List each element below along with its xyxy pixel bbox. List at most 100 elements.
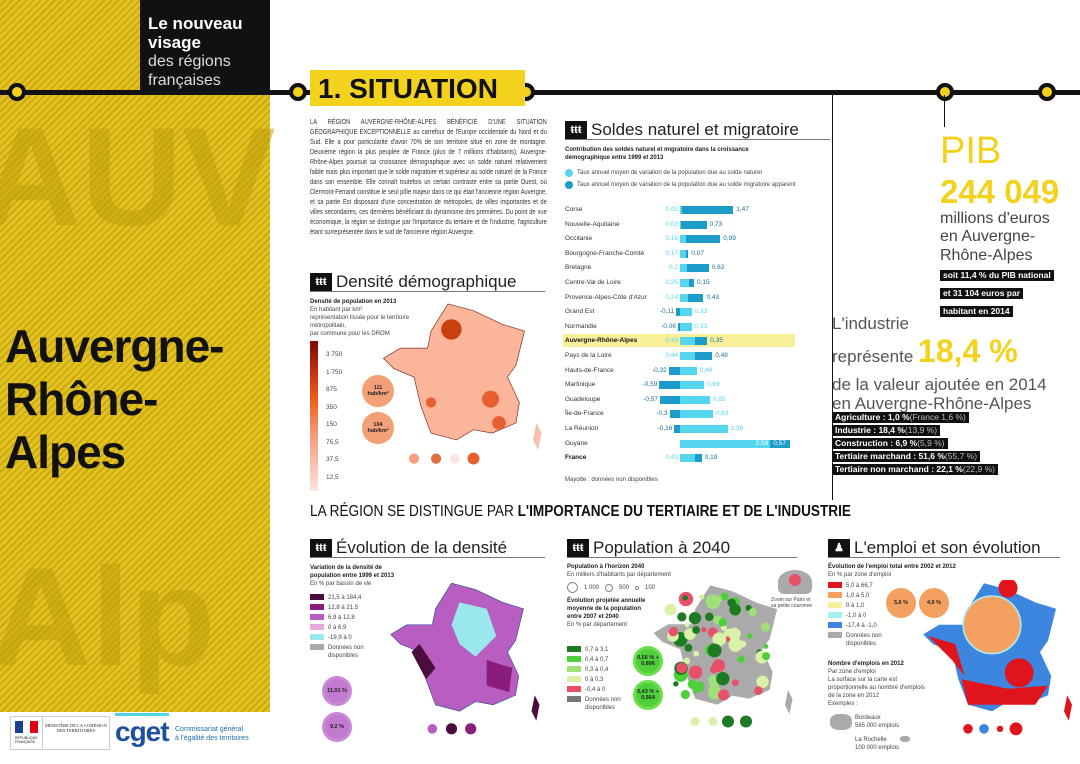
pib-note: habitant en 2014	[940, 306, 1013, 317]
bar-natural	[680, 439, 771, 448]
legend-label: 5,0 à 66,7	[846, 583, 873, 589]
poster-title: Le nouveau visage des régions françaises	[140, 0, 270, 92]
caption-unit: En % par bassin de vie	[310, 581, 372, 587]
department-circle	[729, 603, 742, 616]
sector-label: Tertiaire marchand : 51,6 %	[835, 451, 945, 461]
france-density-badge: 104 hab/km²	[362, 412, 394, 444]
size-legend: 1 000 500 100	[567, 582, 677, 593]
pib-block: PIB 244 049 millions d'euros en Auvergne…	[940, 130, 1059, 319]
legend-label: Taux annuel moyen de variation de la pop…	[577, 181, 796, 188]
legend-label: 1,0 à 5,0	[846, 593, 870, 599]
sector-list: Agriculture : 1,0 % (France 1,6 %) Indust…	[832, 412, 998, 477]
value-label-natural: 0,48	[699, 366, 713, 374]
marianne-logo: RÉPUBLIQUE FRANÇAISE	[11, 717, 42, 749]
density-caption: Densité de population en 2013 En habitan…	[310, 298, 440, 338]
population-map	[652, 584, 793, 728]
title-line: Le nouveau	[148, 14, 243, 33]
pib-unit: Rhône-Alpes	[940, 247, 1033, 264]
paris-zoom-inset	[778, 570, 812, 594]
sector-label: Agriculture : 1,0 %	[835, 412, 910, 422]
value-label-natural: 0,33	[694, 322, 708, 330]
value-label-natural: 0,33	[694, 308, 708, 316]
section-heading: Soldes naturel et migratoire	[591, 119, 799, 139]
government-logo: RÉPUBLIQUE FRANÇAISE MINISTÈRE DE LA COH…	[10, 716, 110, 750]
department-circle	[763, 644, 769, 649]
legend-label: Données non disponibles	[585, 697, 621, 711]
caption-note: Exemples :	[828, 701, 858, 707]
sector-france: (France 1,6 %)	[909, 412, 966, 422]
caption-unit: Par zone d'emploi	[828, 669, 876, 675]
caption-unit: En habitant par km²	[310, 307, 363, 313]
bar-migratory	[659, 381, 680, 390]
sector-item: Agriculture : 1,0 % (France 1,6 %)	[832, 412, 969, 423]
industry-text: représente	[832, 347, 914, 366]
people-icon: ŧŧŧ	[565, 120, 587, 139]
value-label-natural: 2,58	[755, 439, 769, 447]
category-label: Guyane	[565, 439, 588, 447]
legend-swatch	[828, 592, 842, 598]
bar-natural	[680, 235, 686, 244]
value-label-natural: 0,17	[665, 249, 678, 257]
section-heading-2: LA RÉGION SE DISTINGUE PAR L'IMPORTANCE …	[310, 502, 851, 521]
pib-unit: millions d'euros	[940, 210, 1050, 227]
timeline-dot	[936, 83, 954, 101]
legend-item: -17,4 à -1,0	[828, 622, 882, 632]
category-label: La Réunion	[565, 425, 599, 432]
legend-swatch	[310, 634, 324, 640]
legend-label: Taux annuel moyen de variation de la pop…	[577, 169, 762, 176]
bar-natural	[680, 410, 713, 419]
department-circle	[748, 608, 757, 617]
legend-swatch	[567, 646, 581, 652]
bar-natural	[680, 395, 710, 404]
republic-text: RÉPUBLIQUE FRANÇAISE	[15, 736, 38, 744]
legend-swatch	[567, 656, 581, 662]
department-circle	[680, 689, 690, 700]
legend-swatch	[310, 614, 324, 620]
legend-swatch	[310, 644, 324, 650]
value-label-migratory: -0,06	[661, 322, 676, 330]
department-circle	[737, 655, 745, 663]
scale-label: 3 750	[326, 351, 343, 358]
legend-natural: Taux annuel moyen de variation de la pop…	[565, 168, 795, 177]
department-circle	[677, 612, 687, 622]
region-density-badge: 111 hab/km²	[362, 375, 394, 407]
value-label-migratory: -0,11	[659, 308, 675, 316]
caption-title: Variation de la densité de population en…	[310, 565, 395, 579]
example-la-rochelle: La Rochelle 100 000 emplois	[855, 736, 899, 752]
bar-migratory	[687, 264, 709, 273]
size-label: 500	[619, 584, 630, 591]
legend-swatch	[567, 666, 581, 672]
legend-item: 0,7 à 3,1	[567, 646, 625, 656]
bar-migratory	[681, 220, 707, 229]
category-label: Corse	[565, 206, 583, 213]
legend-item: 21,5 à 184,4	[310, 594, 378, 604]
soldes-header: ŧŧŧ Soldes naturel et migratoire	[565, 120, 830, 140]
heading-bold: L'IMPORTANCE DU TERTIAIRE ET DE L'INDUST…	[517, 503, 851, 520]
department-circle	[684, 622, 690, 628]
legend-item: 5,0 à 66,7	[828, 582, 882, 592]
department-circle	[728, 627, 741, 641]
legend-swatch	[565, 168, 573, 177]
bar-migratory	[685, 249, 689, 258]
cget-line: à l'égalité des territoires	[175, 735, 249, 742]
department-circle	[693, 681, 705, 692]
chart-legend: Taux annuel moyen de variation de la pop…	[565, 168, 795, 189]
value-label-migratory: -0,59	[642, 381, 658, 389]
scale-label: 150	[326, 421, 337, 428]
scale-label: 75,5	[326, 438, 339, 446]
caption-title: Évolution de l'emploi total entre 2002 e…	[828, 564, 956, 570]
scale-label: 350	[326, 403, 337, 411]
industry-text: L'industrie	[832, 314, 909, 333]
value-label-migratory: -0,57	[643, 395, 659, 403]
section-heading: L'emploi et son évolution	[854, 537, 1041, 557]
value-label-natural: 0,16	[665, 235, 678, 243]
size-circle	[635, 585, 640, 590]
timeline-dot	[289, 83, 307, 101]
industry-block: L'industrie représente 18,4 % de la vale…	[832, 314, 1047, 413]
divider	[944, 95, 945, 127]
department-circle	[762, 652, 771, 661]
legend-item: 0,4 à 0,7	[567, 656, 625, 666]
caption-title: Population à l'horizon 2040	[567, 564, 645, 570]
la-rochelle-shape	[900, 736, 910, 742]
left-banner: AUV Alp	[0, 0, 276, 712]
